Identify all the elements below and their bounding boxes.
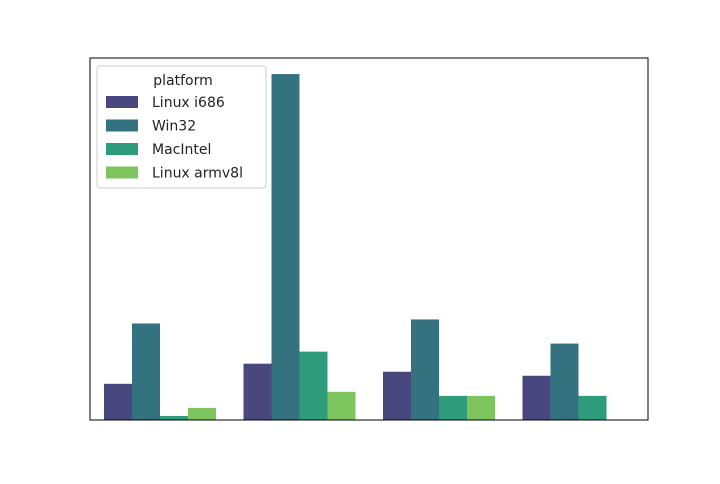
bar-macintel-3 <box>578 395 607 420</box>
legend-box <box>96 65 267 189</box>
bars-layer <box>104 74 607 420</box>
bar-linux-i686-0 <box>104 383 132 420</box>
bar-linux-i686-3 <box>522 375 551 420</box>
bar-linux-i686-2 <box>383 371 411 420</box>
bar-linux-i686-1 <box>243 363 272 420</box>
legend-swatch-macintel <box>106 143 138 155</box>
bar-linux-armv8l-2 <box>467 395 495 420</box>
legend-label-linux-armv8l: Linux armv8l <box>152 166 243 182</box>
bar-linux-armv8l-0 <box>188 407 216 420</box>
legend-label-win32: Win32 <box>152 119 196 135</box>
bar-win32-0 <box>132 323 160 420</box>
legend-swatch-linux-armv8l <box>106 166 138 179</box>
legend: platform Linux i686 Win32 MacIntel Linux arm… <box>96 65 267 189</box>
legend-title: platform <box>153 73 213 89</box>
bar-win32-2 <box>411 319 439 420</box>
plot-frame <box>89 57 649 421</box>
bar-linux-armv8l-1 <box>327 391 356 420</box>
bar-win32-1 <box>271 74 300 420</box>
legend-swatch-linux-i686 <box>106 96 138 108</box>
bar-macintel-2 <box>439 395 467 420</box>
legend-label-linux-i686: Linux i686 <box>152 95 225 111</box>
legend-label-macintel: MacIntel <box>152 142 211 158</box>
bar-win32-3 <box>550 343 579 420</box>
bar-macintel-0 <box>160 415 188 420</box>
bar-macintel-1 <box>299 351 328 420</box>
legend-swatch-win32 <box>106 119 138 132</box>
